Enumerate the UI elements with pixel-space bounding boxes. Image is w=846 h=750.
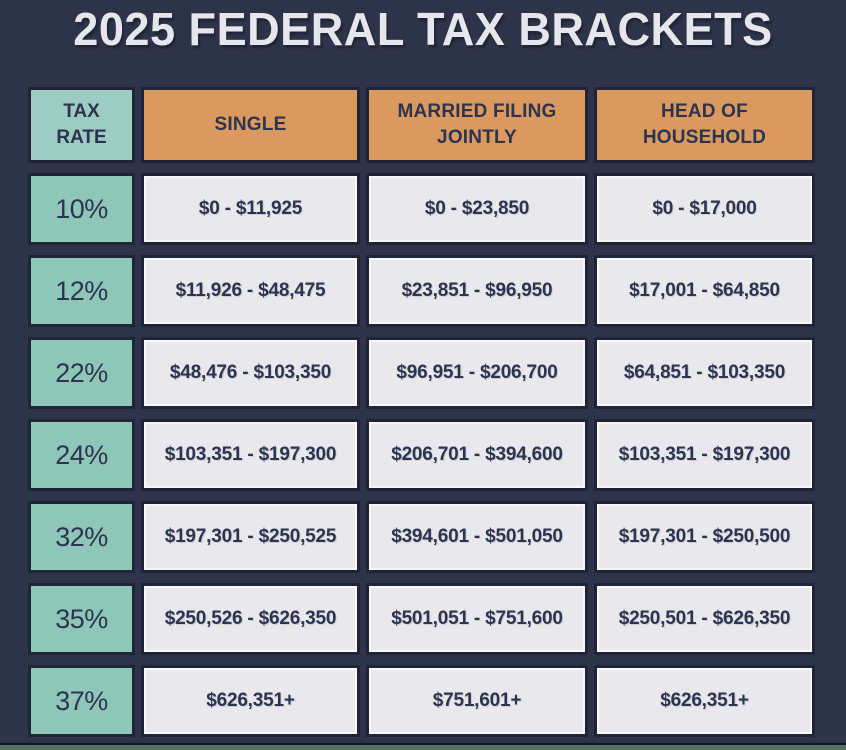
tax-brackets-table: TAX RATE SINGLE MARRIED FILING JOINTLY H…	[28, 87, 815, 737]
header-cell-tax-rate: TAX RATE	[28, 87, 135, 163]
value-cell: $23,851 - $96,950	[366, 255, 588, 327]
value-cell: $197,301 - $250,500	[594, 501, 815, 573]
header-cell-head-of-household: HEAD OF HOUSEHOLD	[594, 87, 815, 163]
header-cell-married-filing-jointly: MARRIED FILING JOINTLY	[366, 87, 588, 163]
value-cell: $394,601 - $501,050	[366, 501, 588, 573]
rate-cell: 12%	[28, 255, 135, 327]
value-cell: $96,951 - $206,700	[366, 337, 588, 409]
rate-cell: 32%	[28, 501, 135, 573]
header-cell-single: SINGLE	[141, 87, 360, 163]
rate-cell: 24%	[28, 419, 135, 491]
value-cell: $0 - $23,850	[366, 173, 588, 245]
value-cell: $626,351+	[594, 665, 815, 737]
value-cell: $206,701 - $394,600	[366, 419, 588, 491]
rate-cell: 35%	[28, 583, 135, 655]
value-cell: $103,351 - $197,300	[141, 419, 360, 491]
value-cell: $103,351 - $197,300	[594, 419, 815, 491]
value-cell: $64,851 - $103,350	[594, 337, 815, 409]
value-cell: $501,051 - $751,600	[366, 583, 588, 655]
value-cell: $250,501 - $626,350	[594, 583, 815, 655]
value-cell: $751,601+	[366, 665, 588, 737]
value-cell: $626,351+	[141, 665, 360, 737]
bottom-edge-strip	[0, 743, 846, 750]
rate-cell: 22%	[28, 337, 135, 409]
rate-cell: 10%	[28, 173, 135, 245]
value-cell: $0 - $11,925	[141, 173, 360, 245]
value-cell: $0 - $17,000	[594, 173, 815, 245]
value-cell: $17,001 - $64,850	[594, 255, 815, 327]
value-cell: $11,926 - $48,475	[141, 255, 360, 327]
value-cell: $197,301 - $250,525	[141, 501, 360, 573]
rate-cell: 37%	[28, 665, 135, 737]
value-cell: $250,526 - $626,350	[141, 583, 360, 655]
value-cell: $48,476 - $103,350	[141, 337, 360, 409]
page-title: 2025 FEDERAL TAX BRACKETS	[73, 3, 773, 55]
